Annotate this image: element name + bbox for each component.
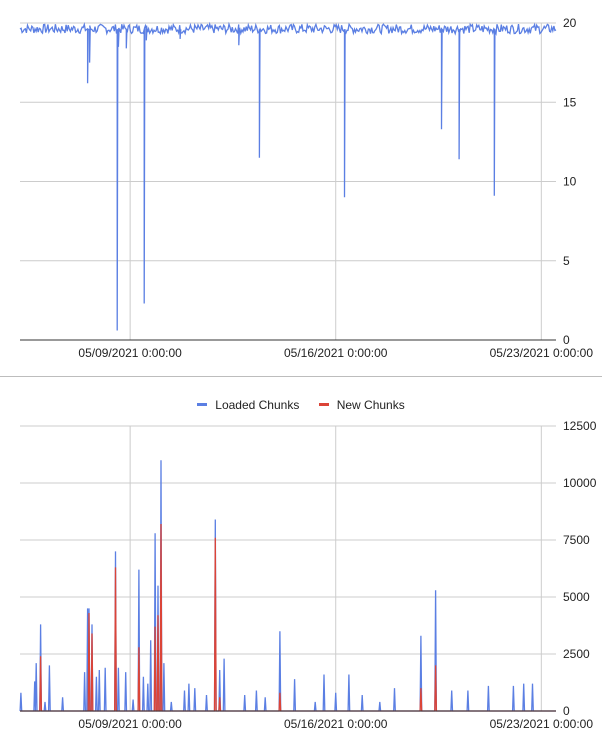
series-line — [19, 21, 557, 331]
y-tick-label: 5 — [563, 254, 570, 268]
chart-bottom: 0 2500 5000 7500 10000 12500 05/09/2021 0:00:… — [19, 419, 597, 731]
x-tick-label: 05/09/2021 0:00:00 — [78, 346, 182, 360]
y-tick-label: 5000 — [563, 590, 590, 604]
y-axis-ticks: 0 2500 5000 7500 10000 12500 — [563, 419, 597, 718]
grid — [20, 22, 556, 340]
legend-item-loaded[interactable]: Loaded Chunks — [197, 398, 299, 412]
legend-label-loaded: Loaded Chunks — [215, 397, 300, 412]
legend-label-new: New Chunks — [336, 397, 405, 412]
y-tick-label: 12500 — [563, 419, 597, 433]
x-tick-label: 05/16/2021 0:00:00 — [284, 346, 388, 360]
y-tick-label: 10 — [563, 175, 577, 189]
legend-item-new[interactable]: New Chunks — [318, 397, 405, 412]
series-line-new — [20, 523, 556, 712]
panel-divider — [0, 376, 602, 377]
y-tick-label: 0 — [563, 704, 570, 718]
chart-top: 0 5 10 15 20 05/09/2021 0:00:00 05/16/2021 0:… — [19, 16, 593, 360]
grid — [20, 425, 556, 711]
y-tick-label: 10000 — [563, 476, 597, 490]
series-line-loaded — [19, 460, 556, 712]
y-tick-label: 20 — [563, 16, 577, 30]
legend-swatch-new — [318, 403, 329, 406]
chart-panel-bottom: Loaded Chunks New Chunks 0 2500 5000 7500 10… — [0, 377, 602, 741]
x-axis-ticks: 05/09/2021 0:00:00 05/16/2021 0:00:00 05/2… — [78, 717, 593, 731]
y-tick-label: 15 — [563, 95, 577, 109]
legend-swatch-loaded — [197, 403, 208, 406]
x-axis-ticks: 05/09/2021 0:00:00 05/16/2021 0:00:00 05/2… — [78, 346, 593, 360]
y-tick-label: 7500 — [563, 533, 590, 547]
legend: Loaded Chunks New Chunks — [0, 395, 602, 412]
y-tick-label: 0 — [563, 333, 570, 347]
chart-panel-top: 0 5 10 15 20 05/09/2021 0:00:00 05/16/2021 0:… — [19, 16, 594, 360]
x-tick-label: 05/23/2021 0:00:00 — [490, 346, 594, 360]
x-tick-label: 05/16/2021 0:00:00 — [284, 717, 388, 731]
y-tick-label: 2500 — [563, 647, 590, 661]
x-tick-label: 05/23/2021 0:00:00 — [490, 717, 594, 731]
y-axis-ticks: 0 5 10 15 20 — [563, 16, 577, 347]
x-tick-label: 05/09/2021 0:00:00 — [78, 717, 182, 731]
